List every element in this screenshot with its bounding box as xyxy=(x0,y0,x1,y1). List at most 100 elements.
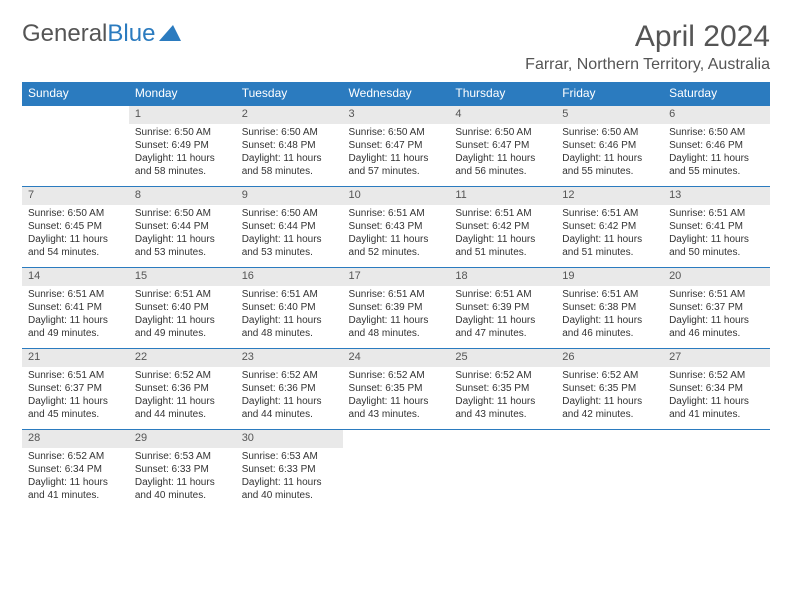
daylight-label-2: and 44 minutes. xyxy=(135,408,230,421)
day-number-cell xyxy=(663,430,770,449)
daylight-label-2: and 55 minutes. xyxy=(669,165,764,178)
daylight-label-1: Daylight: 11 hours xyxy=(28,314,123,327)
day-data-cell: Sunrise: 6:51 AMSunset: 6:41 PMDaylight:… xyxy=(22,286,129,349)
daylight-label-2: and 51 minutes. xyxy=(562,246,657,259)
day-data-cell: Sunrise: 6:50 AMSunset: 6:49 PMDaylight:… xyxy=(129,124,236,187)
day-header: Thursday xyxy=(449,82,556,105)
calendar-table: Sunday Monday Tuesday Wednesday Thursday… xyxy=(22,82,770,510)
daylight-label-2: and 46 minutes. xyxy=(669,327,764,340)
day-data-cell: Sunrise: 6:51 AMSunset: 6:39 PMDaylight:… xyxy=(449,286,556,349)
header: GeneralBlue April 2024 Farrar, Northern … xyxy=(22,20,770,74)
day-data-cell xyxy=(556,448,663,510)
day-header: Monday xyxy=(129,82,236,105)
daylight-label-1: Daylight: 11 hours xyxy=(562,395,657,408)
sunrise-label: Sunrise: 6:51 AM xyxy=(562,207,657,220)
sunrise-label: Sunrise: 6:50 AM xyxy=(28,207,123,220)
daylight-label-2: and 54 minutes. xyxy=(28,246,123,259)
day-number-cell: 20 xyxy=(663,268,770,287)
sunrise-label: Sunrise: 6:52 AM xyxy=(135,369,230,382)
page-title: April 2024 xyxy=(525,20,770,54)
sunrise-label: Sunrise: 6:51 AM xyxy=(28,288,123,301)
sunset-label: Sunset: 6:46 PM xyxy=(669,139,764,152)
daylight-label-2: and 55 minutes. xyxy=(562,165,657,178)
sunset-label: Sunset: 6:47 PM xyxy=(349,139,444,152)
daylight-label-2: and 43 minutes. xyxy=(455,408,550,421)
sunset-label: Sunset: 6:38 PM xyxy=(562,301,657,314)
sunset-label: Sunset: 6:35 PM xyxy=(349,382,444,395)
day-number-cell: 9 xyxy=(236,187,343,206)
daylight-label-2: and 49 minutes. xyxy=(135,327,230,340)
day-data-cell: Sunrise: 6:50 AMSunset: 6:46 PMDaylight:… xyxy=(663,124,770,187)
daylight-label-2: and 43 minutes. xyxy=(349,408,444,421)
day-data-cell: Sunrise: 6:50 AMSunset: 6:44 PMDaylight:… xyxy=(236,205,343,268)
daylight-label-1: Daylight: 11 hours xyxy=(455,233,550,246)
sunrise-label: Sunrise: 6:51 AM xyxy=(28,369,123,382)
day-data-cell: Sunrise: 6:50 AMSunset: 6:47 PMDaylight:… xyxy=(343,124,450,187)
daylight-label-1: Daylight: 11 hours xyxy=(349,395,444,408)
sunrise-label: Sunrise: 6:51 AM xyxy=(349,288,444,301)
sunset-label: Sunset: 6:45 PM xyxy=(28,220,123,233)
sunrise-label: Sunrise: 6:53 AM xyxy=(242,450,337,463)
sunrise-label: Sunrise: 6:51 AM xyxy=(669,288,764,301)
day-number-cell: 23 xyxy=(236,349,343,368)
sunset-label: Sunset: 6:44 PM xyxy=(242,220,337,233)
data-row: Sunrise: 6:50 AMSunset: 6:49 PMDaylight:… xyxy=(22,124,770,187)
day-number-cell: 10 xyxy=(343,187,450,206)
sunset-label: Sunset: 6:33 PM xyxy=(242,463,337,476)
daylight-label-1: Daylight: 11 hours xyxy=(135,395,230,408)
sunset-label: Sunset: 6:46 PM xyxy=(562,139,657,152)
day-data-cell: Sunrise: 6:51 AMSunset: 6:43 PMDaylight:… xyxy=(343,205,450,268)
sunrise-label: Sunrise: 6:51 AM xyxy=(242,288,337,301)
daylight-label-1: Daylight: 11 hours xyxy=(669,233,764,246)
day-number-cell: 28 xyxy=(22,430,129,449)
sunrise-label: Sunrise: 6:50 AM xyxy=(135,207,230,220)
day-header: Sunday xyxy=(22,82,129,105)
day-number-cell xyxy=(22,105,129,124)
day-number-cell: 27 xyxy=(663,349,770,368)
daylight-label-2: and 48 minutes. xyxy=(242,327,337,340)
sunset-label: Sunset: 6:34 PM xyxy=(669,382,764,395)
daylight-label-1: Daylight: 11 hours xyxy=(242,476,337,489)
daylight-label-1: Daylight: 11 hours xyxy=(135,152,230,165)
sunset-label: Sunset: 6:48 PM xyxy=(242,139,337,152)
sunrise-label: Sunrise: 6:51 AM xyxy=(135,288,230,301)
daylight-label-1: Daylight: 11 hours xyxy=(562,314,657,327)
sunrise-label: Sunrise: 6:50 AM xyxy=(562,126,657,139)
day-data-cell xyxy=(343,448,450,510)
sunrise-label: Sunrise: 6:51 AM xyxy=(455,288,550,301)
sunset-label: Sunset: 6:35 PM xyxy=(562,382,657,395)
day-number-cell: 1 xyxy=(129,105,236,124)
day-data-cell: Sunrise: 6:52 AMSunset: 6:35 PMDaylight:… xyxy=(449,367,556,430)
day-number-cell: 7 xyxy=(22,187,129,206)
day-number-cell: 4 xyxy=(449,105,556,124)
sunset-label: Sunset: 6:41 PM xyxy=(28,301,123,314)
daylight-label-1: Daylight: 11 hours xyxy=(349,314,444,327)
daynum-row: 282930 xyxy=(22,430,770,449)
day-data-cell: Sunrise: 6:52 AMSunset: 6:36 PMDaylight:… xyxy=(129,367,236,430)
daylight-label-2: and 53 minutes. xyxy=(242,246,337,259)
daylight-label-1: Daylight: 11 hours xyxy=(455,152,550,165)
daylight-label-1: Daylight: 11 hours xyxy=(28,476,123,489)
daylight-label-1: Daylight: 11 hours xyxy=(242,233,337,246)
day-data-cell: Sunrise: 6:51 AMSunset: 6:42 PMDaylight:… xyxy=(449,205,556,268)
sunrise-label: Sunrise: 6:52 AM xyxy=(455,369,550,382)
daylight-label-1: Daylight: 11 hours xyxy=(242,314,337,327)
day-number-cell xyxy=(556,430,663,449)
day-number-cell: 6 xyxy=(663,105,770,124)
daylight-label-2: and 58 minutes. xyxy=(242,165,337,178)
sunset-label: Sunset: 6:41 PM xyxy=(669,220,764,233)
sunset-label: Sunset: 6:43 PM xyxy=(349,220,444,233)
daylight-label-2: and 56 minutes. xyxy=(455,165,550,178)
daylight-label-2: and 52 minutes. xyxy=(349,246,444,259)
sunset-label: Sunset: 6:36 PM xyxy=(135,382,230,395)
sunrise-label: Sunrise: 6:51 AM xyxy=(455,207,550,220)
sunrise-label: Sunrise: 6:53 AM xyxy=(135,450,230,463)
daylight-label-1: Daylight: 11 hours xyxy=(562,233,657,246)
day-number-cell: 2 xyxy=(236,105,343,124)
data-row: Sunrise: 6:52 AMSunset: 6:34 PMDaylight:… xyxy=(22,448,770,510)
day-data-cell xyxy=(22,124,129,187)
daylight-label-2: and 50 minutes. xyxy=(669,246,764,259)
day-number-cell: 21 xyxy=(22,349,129,368)
sunset-label: Sunset: 6:36 PM xyxy=(242,382,337,395)
day-number-cell: 13 xyxy=(663,187,770,206)
